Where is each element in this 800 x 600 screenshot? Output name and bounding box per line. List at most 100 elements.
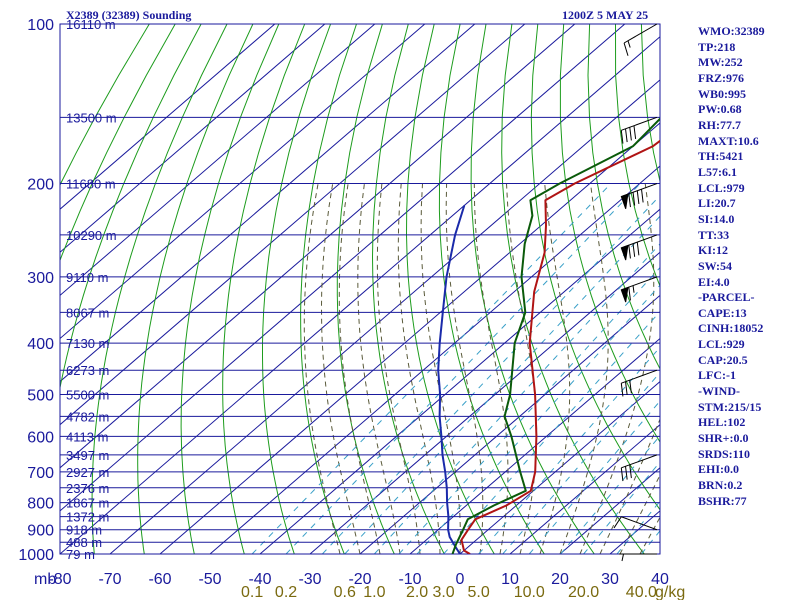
- mixing-ratio-label: 0.2: [275, 584, 297, 600]
- pressure-tick-label: 1000: [18, 547, 54, 564]
- temperature-tick-label: 30: [601, 571, 619, 588]
- isobars: [60, 23, 660, 555]
- height-label: 10290 m: [66, 228, 117, 243]
- height-label: 488 m: [66, 535, 102, 550]
- mixing-ratio-unit: g/kg: [655, 584, 685, 600]
- moist-adiabat-line: [639, 516, 660, 554]
- moist-adiabat-line: [579, 183, 655, 554]
- parcel-line: [437, 205, 466, 554]
- pressure-tick-label: 700: [27, 465, 54, 482]
- mixing-ratio-labels: 0.1 0.2 0.6 1.0 2.0 3.0 5.0 10.0 20.0 40.0g/kg: [241, 584, 685, 600]
- height-label: 2376 m: [66, 481, 109, 496]
- wind-barb: [619, 553, 657, 562]
- height-label: 79 m: [66, 547, 95, 562]
- mixing-ratio-label: 0.1: [241, 584, 263, 600]
- height-label: 4782 m: [66, 409, 109, 424]
- index-item: MW:252: [698, 55, 743, 70]
- height-label: 3497 m: [66, 448, 109, 463]
- index-item: HEL:102: [698, 415, 746, 430]
- index-item: CAPE:13: [698, 305, 747, 320]
- pressure-tick-label: 400: [27, 336, 54, 353]
- temperature-tick-label: 40: [651, 571, 669, 588]
- moist-adiabat-line: [320, 183, 361, 554]
- index-item: SRDS:110: [698, 446, 751, 461]
- moist-adiabat-line: [619, 474, 660, 554]
- pressure-tick-label: 800: [27, 496, 54, 513]
- index-item: WB0:995: [698, 86, 746, 101]
- isotherm-line: [309, 251, 660, 554]
- index-item: SW:54: [698, 258, 733, 273]
- pressure-tick-label: 900: [27, 523, 54, 540]
- wind-barb: [620, 116, 658, 144]
- dewpoint-line: [451, 117, 660, 554]
- plot-frame: [59, 23, 661, 555]
- temperature-line: [460, 139, 660, 554]
- index-item: RH:77.7: [698, 117, 741, 132]
- mixing-ratio-label: 10.0: [514, 584, 545, 600]
- dry-adiabat-line: [180, 24, 280, 554]
- index-item: -PARCEL-: [698, 290, 755, 305]
- pressure-tick-label: 600: [27, 429, 54, 446]
- temperature-tick-label: 20: [551, 571, 569, 588]
- index-item: L57:6.1: [698, 164, 737, 179]
- moist-adiabat-line: [473, 183, 509, 554]
- temperature-tick-labels: mb-80 -70 -60 -50 -40 -30 -20 -10 0 10 20 30 40: [34, 571, 669, 588]
- height-label: 2927 m: [66, 465, 109, 480]
- index-item: TH:5421: [698, 149, 744, 164]
- index-item: CINH:18052: [698, 321, 764, 336]
- isotherm-line: [409, 337, 660, 554]
- index-item: EHI:0.0: [698, 462, 740, 477]
- temperature-tick-label: -40: [248, 571, 271, 588]
- temperature-tick-label: -50: [198, 571, 221, 588]
- temperature-tick-label: 0: [456, 571, 465, 588]
- isotherm-line: [60, 24, 326, 253]
- mixing-ratio-label: 2.0: [406, 584, 428, 600]
- isotherm-line: [60, 24, 476, 383]
- mixing-ratio-label: 5.0: [467, 584, 489, 600]
- moist-adiabat-line: [599, 417, 660, 554]
- isotherms: [60, 24, 660, 554]
- dry-adiabat-line: [771, 24, 800, 554]
- index-item: BRN:0.2: [698, 478, 743, 493]
- wind-barb: [620, 234, 658, 261]
- mixing-ratio-label: 0.6: [334, 584, 356, 600]
- height-label: 7130 m: [66, 336, 109, 351]
- index-item: KI:12: [698, 243, 728, 258]
- pressure-tick-labels: 100 200 300 400 500 600 700 800 900 1000: [18, 17, 54, 564]
- isotherm-line: [359, 294, 660, 554]
- mixing-ratio-line: [583, 461, 660, 554]
- mixing-ratio-label: 40.0: [626, 584, 657, 600]
- temperature-tick-label: -10: [398, 571, 421, 588]
- height-label: 9110 m: [66, 270, 108, 285]
- pressure-tick-label: 300: [27, 270, 54, 287]
- moist-adiabat-line: [445, 183, 484, 554]
- height-label: 4113 m: [66, 429, 108, 444]
- mixing-ratio-line: [321, 194, 660, 554]
- index-item: FRZ:976: [698, 70, 744, 85]
- wind-barb: [623, 23, 658, 56]
- height-label: 16110 m: [66, 17, 116, 32]
- temperature-tick-label: 10: [501, 571, 519, 588]
- isotherm-line: [60, 24, 626, 512]
- isotherm-line: [60, 24, 426, 340]
- height-label: 6273 m: [66, 363, 109, 378]
- height-labels: 16110 m 13500 m 11680 m 10290 m 9110 m 8067 m…: [66, 17, 117, 562]
- moist-adiabat-line: [559, 183, 609, 554]
- wind-barb: [620, 183, 658, 209]
- moist-adiabat-line: [303, 183, 341, 554]
- index-item: SI:14.0: [698, 211, 735, 226]
- index-item: PW:0.68: [698, 102, 742, 117]
- mixing-ratio-line: [285, 183, 641, 554]
- isotherm-line: [109, 79, 660, 554]
- height-label: 918 m: [66, 523, 102, 538]
- isotherm-line: [60, 24, 276, 210]
- sounding-indices: WMO:32389 TP:218 MW:252 FRZ:976 WB0:995 PW:0.…: [698, 24, 765, 509]
- mixing-ratio-line: [398, 266, 660, 554]
- index-item: LI:20.7: [698, 196, 736, 211]
- dry-adiabats: [60, 24, 800, 554]
- height-label: 5500 m: [66, 387, 109, 402]
- station-title: X2389 (32389) Sounding: [66, 8, 192, 22]
- height-label: 8067 m: [66, 305, 109, 320]
- mixing-ratio-label: 20.0: [568, 584, 599, 600]
